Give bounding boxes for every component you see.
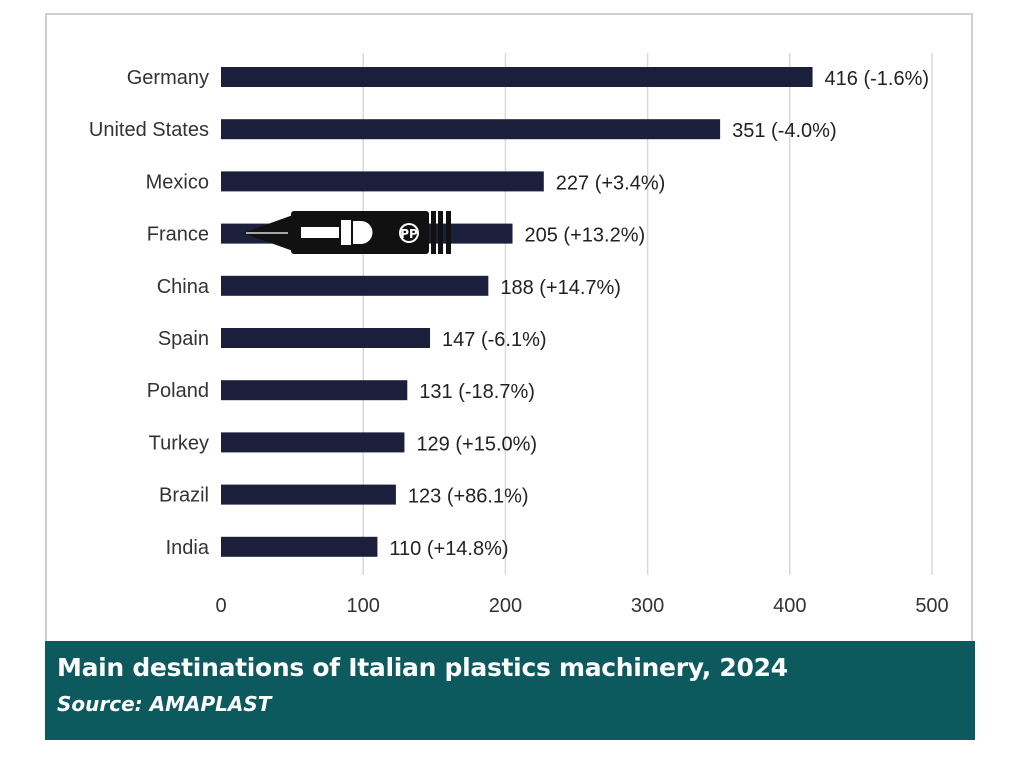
category-label: Poland [147,380,209,402]
category-label: China [157,276,210,298]
bar [221,536,378,557]
data-label: 188 (+14.7%) [500,277,621,299]
bar [221,171,544,192]
bars [221,67,813,557]
category-label: United States [89,119,209,141]
x-tick-labels: 0 100 200 300 400 500 [215,595,948,617]
svg-text:PP: PP [400,227,418,241]
data-label: 351 (-4.0%) [732,120,837,142]
x-tick-label: 500 [915,595,948,617]
x-tick-label: 100 [347,595,380,617]
bar [221,67,813,87]
data-label: 110 (+14.8%) [389,538,508,560]
chart-frame: Germany United States Mexico France China Spa… [45,13,973,641]
pen-nib-logo-icon: PP [243,211,451,254]
bar-chart: Germany United States Mexico France China Spa… [89,53,949,617]
caption-title: Main destinations of Italian plastics ma… [57,653,788,682]
data-label: 129 (+15.0%) [416,433,537,455]
category-label: France [147,224,209,246]
category-label: Mexico [146,171,209,193]
data-label: 147 (-6.1%) [442,329,547,351]
category-labels: Germany United States Mexico France China Spa… [89,67,210,559]
data-label: 416 (-1.6%) [825,68,930,90]
data-label: 131 (-18.7%) [419,381,535,403]
x-tick-label: 300 [631,595,664,617]
bar [221,432,405,453]
bar [221,484,396,505]
data-labels: 416 (-1.6%) 351 (-4.0%) 227 (+3.4%) 205 (+1… [389,68,929,560]
x-tick-label: 0 [215,595,226,617]
data-label: 227 (+3.4%) [556,172,666,194]
x-tick-label: 400 [773,595,806,617]
data-label: 123 (+86.1%) [408,486,529,508]
category-label: Spain [158,328,209,350]
x-tick-label: 200 [489,595,522,617]
data-label: 205 (+13.2%) [525,225,646,247]
bar [221,380,408,401]
chart-caption: Main destinations of Italian plastics ma… [45,641,975,740]
bar [221,328,431,348]
bar [221,119,721,140]
caption-source: Source: AMAPLAST [57,692,272,716]
bar [221,275,489,296]
category-label: Turkey [149,432,209,454]
category-label: India [166,537,210,559]
category-label: Germany [127,67,209,89]
category-label: Brazil [159,485,209,507]
